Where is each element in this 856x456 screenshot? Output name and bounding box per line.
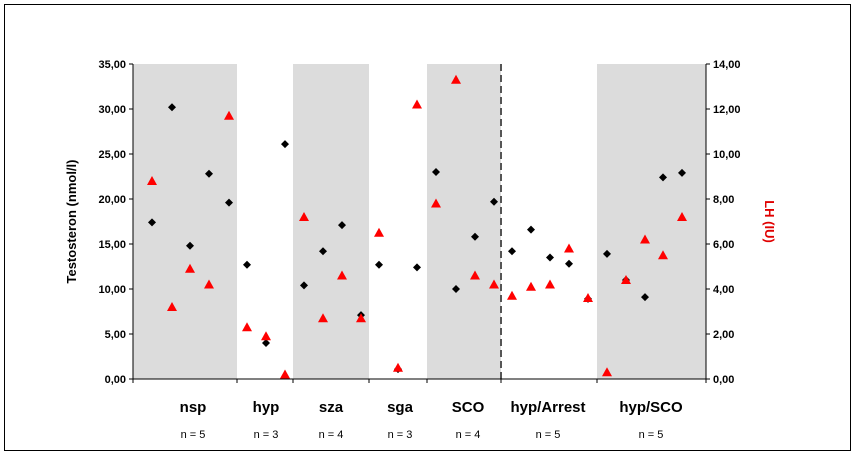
group-n-label: n = 4 [456, 429, 481, 441]
testosteron-point [168, 103, 176, 112]
testosteron-point [659, 173, 667, 182]
testosteron-point [186, 241, 194, 250]
lh-point [564, 243, 574, 253]
testosteron-point [338, 221, 346, 230]
axes: 0,00 5,00 10,00 15,00 20,00 25,00 30,00 35,00 0,… [98, 59, 740, 386]
y-left-tick-label: 10,00 [98, 284, 126, 296]
y-right-tick-label: 8,00 [713, 194, 734, 206]
testosteron-point [432, 168, 440, 176]
lh-point [507, 290, 517, 300]
testosteron-point [243, 260, 251, 269]
y-right-tick-label: 2,00 [713, 329, 734, 341]
group-n-label: n = 5 [181, 429, 206, 441]
y-axis-left-label: Testosteron (nmol/l) [64, 160, 79, 284]
group-label: hyp/SCO [619, 399, 683, 416]
lh-point [658, 250, 668, 260]
y-right-tick-label: 12,00 [713, 104, 741, 116]
testosteron-point [375, 260, 383, 269]
group-n-label: n = 3 [388, 429, 413, 441]
lh-point [526, 281, 536, 291]
y-right-tick-label: 4,00 [713, 284, 734, 296]
lh-point [337, 270, 347, 280]
lh-point [374, 227, 384, 237]
lh-point [451, 74, 461, 84]
lh-point [204, 279, 214, 289]
y-axis-right-label: LH (IU) [762, 200, 777, 243]
group-label: hyp/Arrest [510, 399, 585, 416]
band-hyp-sco [597, 64, 706, 379]
band-sco [427, 64, 501, 379]
band-sza [293, 64, 369, 379]
y-left-tick-label: 25,00 [98, 149, 126, 161]
y-right-tick-label: 14,00 [713, 59, 741, 71]
testosteron-point [527, 225, 535, 234]
lh-point [242, 322, 252, 332]
group-label: SCO [452, 399, 485, 416]
y-right-tick-label: 6,00 [713, 239, 734, 251]
y-right-tick-label: 10,00 [713, 149, 741, 161]
lh-point [431, 198, 441, 208]
testosteron-point [300, 281, 308, 290]
group-n-label: n = 4 [319, 429, 344, 441]
group-label: sza [319, 399, 344, 416]
lh-point [167, 302, 177, 311]
lh-point [318, 313, 328, 323]
group-label: sga [387, 399, 414, 416]
testosteron-point [490, 197, 498, 206]
group-n-label: n = 3 [254, 429, 279, 441]
group-n-label: n = 5 [536, 429, 561, 441]
lh-point [185, 263, 195, 273]
lh-point [280, 369, 290, 379]
group-labels: nsp n = 5 hyp n = 3 sza n = 4 sga n = 3 SCO n = 4… [180, 399, 683, 441]
testosteron-point [565, 259, 573, 268]
lh-point [470, 270, 480, 280]
lh-point [412, 99, 422, 109]
y-left-tick-label: 5,00 [105, 329, 126, 341]
lh-point [640, 234, 650, 244]
testosteron-point [471, 232, 479, 241]
testosteron-point [678, 168, 686, 177]
y-left-tick-label: 30,00 [98, 104, 126, 116]
y-right-tick-label: 0,00 [713, 374, 734, 386]
testosteron-point [546, 253, 554, 262]
group-label: hyp [253, 399, 280, 416]
lh-point [299, 212, 309, 221]
testosteron-point [148, 218, 156, 227]
testosteron-point [413, 263, 421, 272]
y-left-tick-label: 0,00 [105, 374, 126, 386]
testosteron-point [225, 198, 233, 207]
lh-point [583, 293, 593, 302]
testosteron-point [452, 285, 460, 293]
lh-point [393, 362, 403, 372]
band-nsp [133, 64, 237, 379]
lh-point [677, 212, 687, 221]
lh-point [261, 331, 271, 341]
testosteron-point [603, 249, 611, 258]
lh-point [224, 110, 234, 120]
group-label: nsp [180, 399, 207, 416]
group-n-label: n = 5 [639, 429, 664, 441]
testosteron-point [205, 169, 213, 178]
lh-point [602, 367, 612, 377]
testosteron-point [281, 140, 289, 149]
testosteron-point [641, 293, 649, 302]
y-left-tick-label: 35,00 [98, 59, 126, 71]
lh-point [489, 279, 499, 289]
lh-point [356, 313, 366, 323]
group-bands [133, 64, 706, 379]
testosteron-point [508, 247, 516, 256]
data-marks [147, 74, 687, 379]
testosteron-point [262, 339, 270, 347]
lh-point [545, 279, 555, 289]
y-left-tick-label: 15,00 [98, 239, 126, 251]
lh-point [147, 176, 157, 185]
y-left-tick-label: 20,00 [98, 194, 126, 206]
lh-point [621, 275, 631, 284]
testosteron-point [319, 247, 327, 256]
